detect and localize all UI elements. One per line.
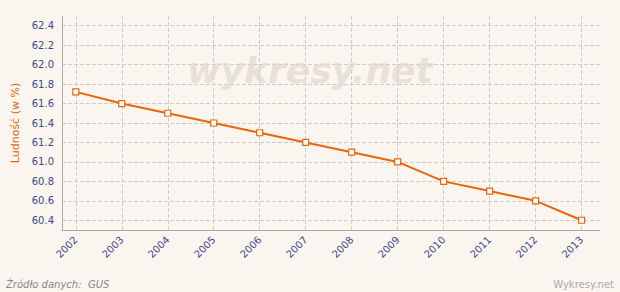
svg-text:2004: 2004 [146, 234, 172, 260]
svg-text:61.2: 61.2 [32, 137, 54, 148]
svg-text:2005: 2005 [192, 234, 218, 260]
svg-text:61.8: 61.8 [32, 79, 54, 90]
svg-text:60.8: 60.8 [32, 176, 54, 187]
svg-text:Wykresy.net: Wykresy.net [553, 279, 614, 290]
svg-text:2011: 2011 [468, 234, 494, 260]
svg-text:2010: 2010 [422, 234, 448, 260]
svg-text:2002: 2002 [54, 234, 80, 260]
svg-text:2003: 2003 [100, 234, 126, 260]
svg-text:60.6: 60.6 [32, 195, 54, 206]
svg-text:61.6: 61.6 [32, 98, 54, 109]
svg-text:2008: 2008 [330, 234, 356, 260]
svg-text:60.4: 60.4 [32, 215, 54, 226]
svg-text:62.4: 62.4 [32, 20, 54, 31]
svg-text:2012: 2012 [514, 234, 540, 260]
svg-text:2009: 2009 [376, 234, 402, 260]
svg-text:Ludność (w %): Ludność (w %) [9, 83, 22, 163]
svg-text:2013: 2013 [560, 234, 586, 260]
svg-text:61.0: 61.0 [32, 156, 54, 167]
svg-text:62.0: 62.0 [32, 59, 54, 70]
svg-text:2006: 2006 [238, 234, 264, 260]
svg-text:62.2: 62.2 [32, 40, 54, 51]
svg-text:61.4: 61.4 [32, 118, 54, 129]
svg-text:wykresy.net: wykresy.net [187, 50, 434, 91]
svg-text:2007: 2007 [284, 234, 310, 260]
svg-text:Źródło danych: GUS: Źródło danych: GUS [5, 278, 110, 290]
